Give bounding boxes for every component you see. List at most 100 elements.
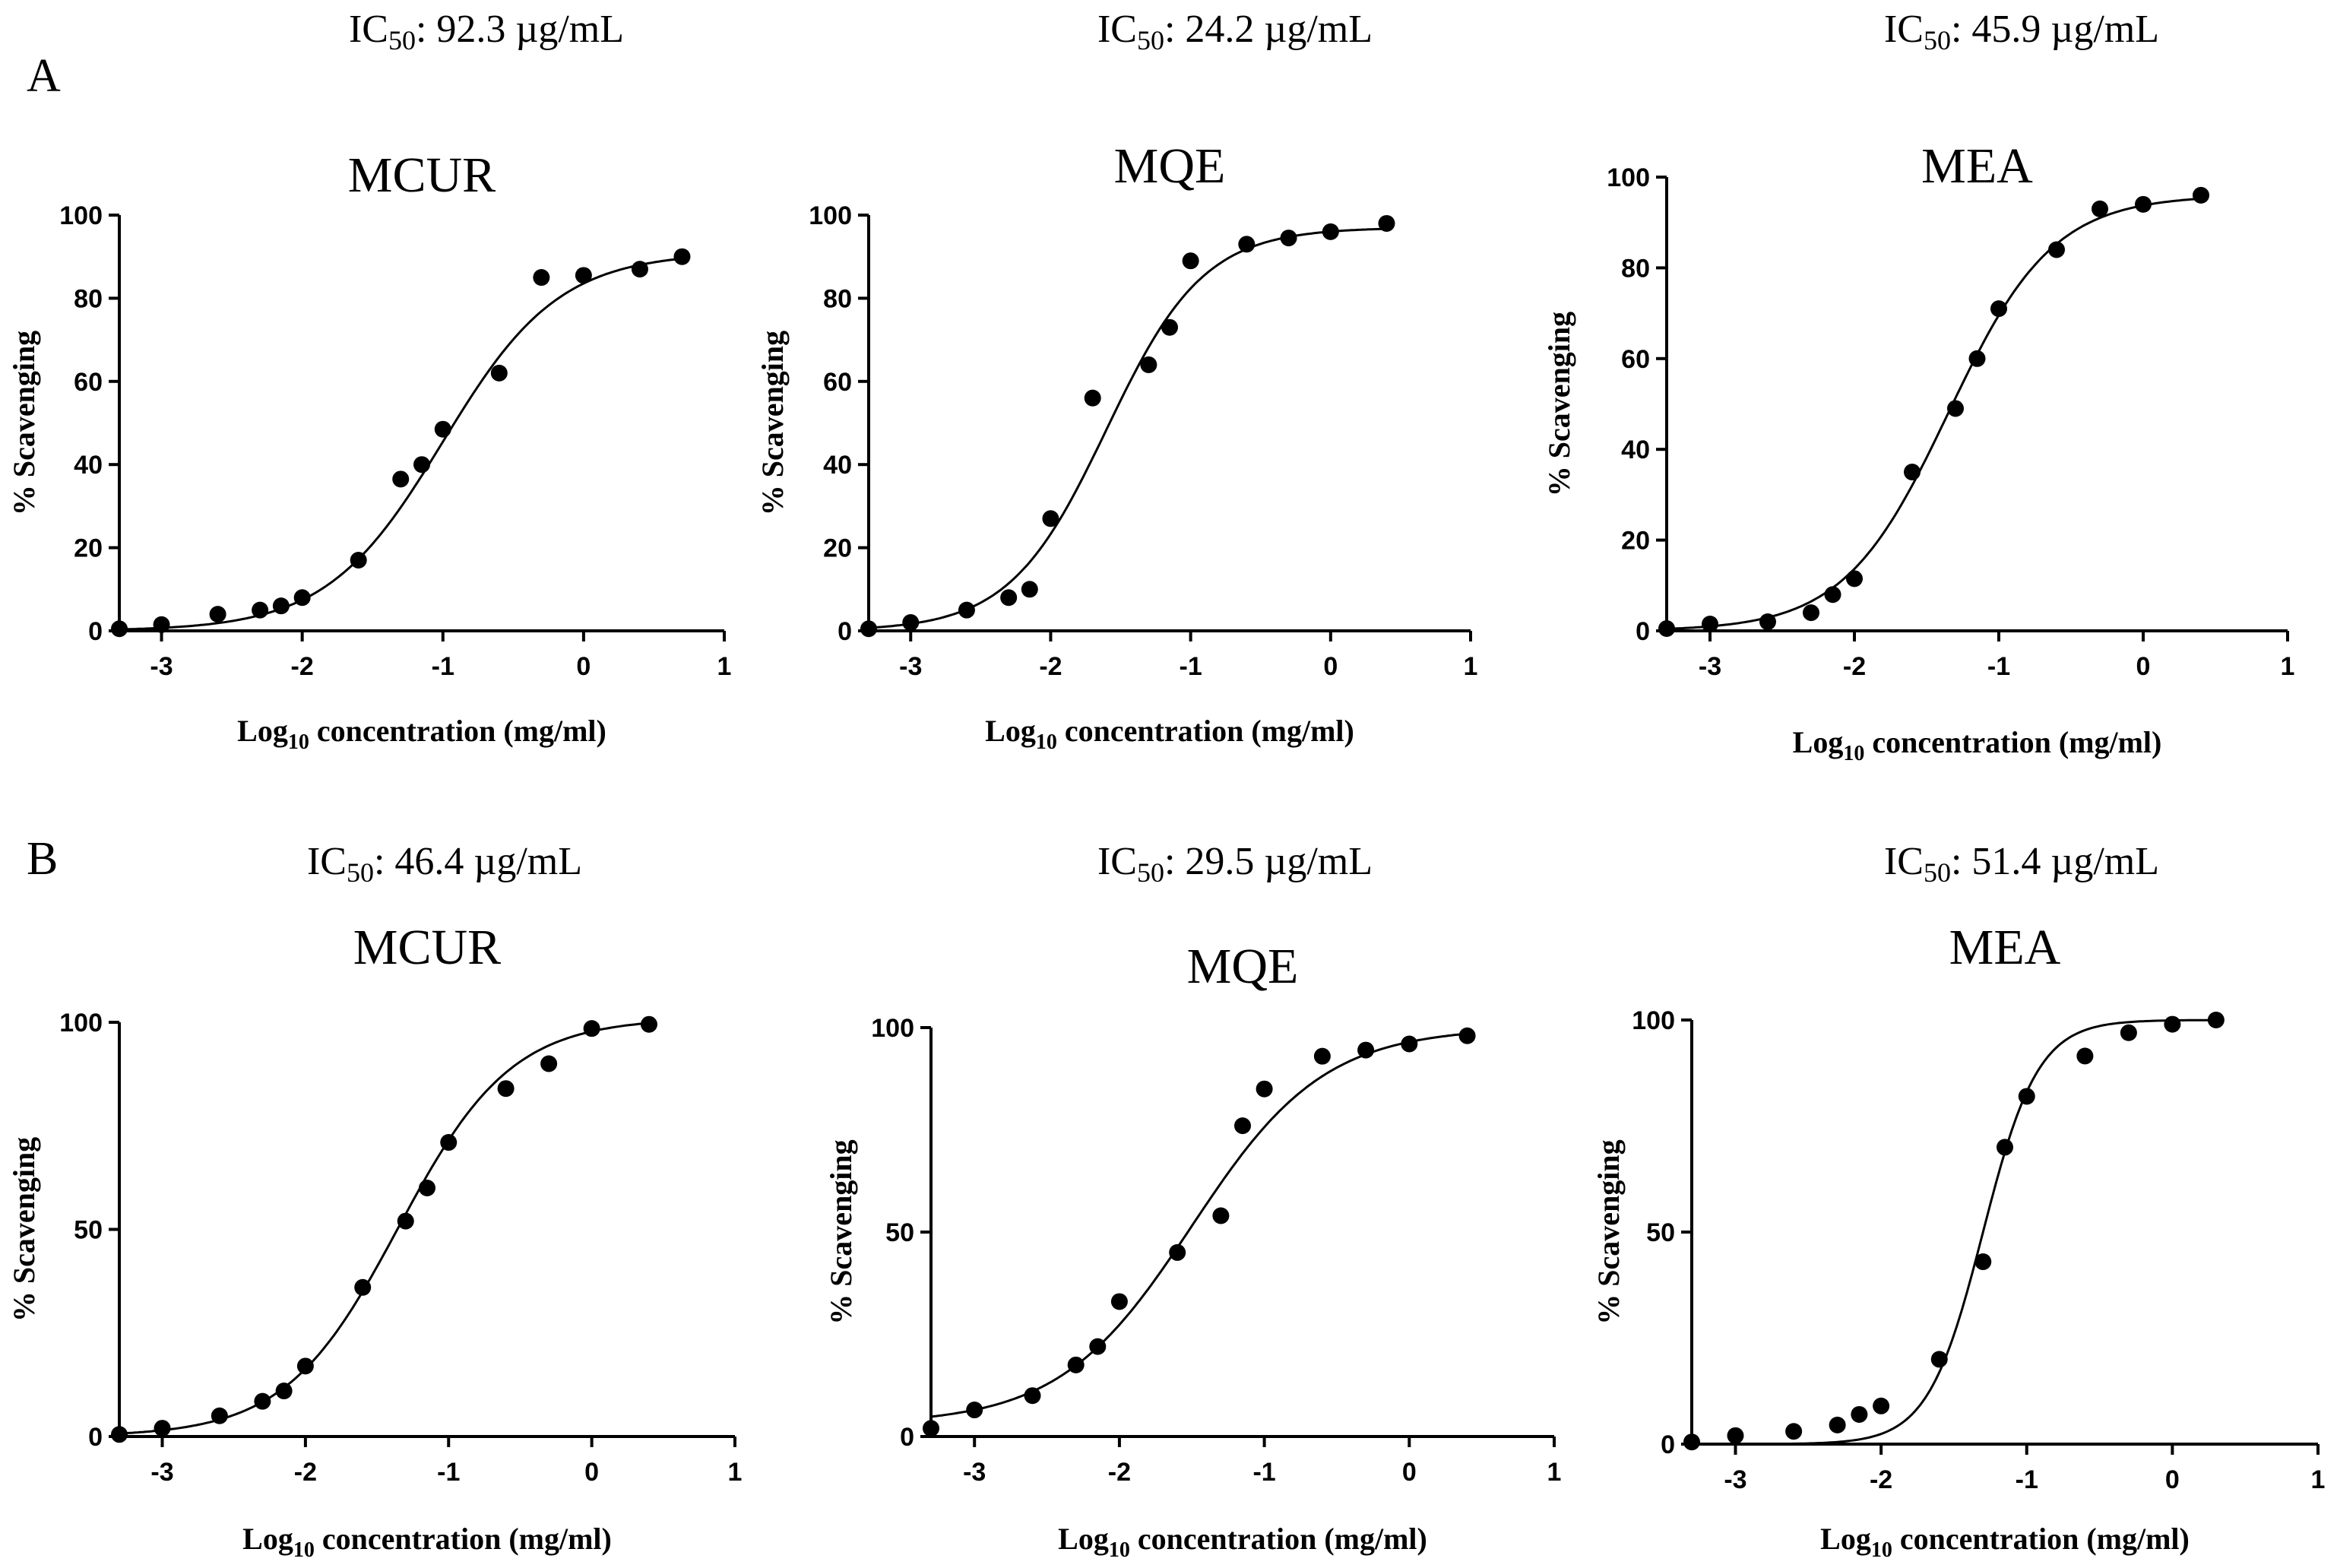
data-point <box>1401 1035 1418 1053</box>
x-axis-label-subscript: 10 <box>293 1538 315 1562</box>
y-tick-label: 100 <box>1607 163 1650 192</box>
x-axis-label-log: Log <box>1058 1522 1109 1556</box>
data-point <box>640 1015 657 1033</box>
y-tick-label: 60 <box>74 368 103 397</box>
chart-a-mcur: IC50: 92.3 µg/mL MCUR 0 20 40 60 80 100 -3 -2 -1 0 1… <box>7 8 731 754</box>
data-point <box>1357 1041 1375 1059</box>
data-point <box>1683 1433 1700 1451</box>
data-point <box>1000 589 1018 607</box>
data-point <box>540 1055 558 1072</box>
y-axis-label: % Scavenging <box>1542 312 1576 496</box>
x-tick-label: 0 <box>1402 1458 1417 1487</box>
y-tick-label: 40 <box>823 451 852 480</box>
data-point <box>209 606 226 623</box>
data-point <box>252 601 269 619</box>
x-tick-label: -3 <box>150 652 173 681</box>
x-axis-label-subscript: 10 <box>1843 742 1864 765</box>
fit-curve <box>119 257 682 631</box>
data-point <box>2048 241 2065 258</box>
chart-a-mea: IC50: 45.9 µg/mL MEA 0 20 40 60 80 100 -3 -2 -1 0 1 L… <box>1542 8 2294 765</box>
data-point <box>966 1402 983 1419</box>
ic50-label: IC50: 51.4 µg/mL <box>1884 840 2159 888</box>
x-axis-label-rest: concentration (mg/ml) <box>1057 714 1354 748</box>
data-point <box>1182 252 1199 270</box>
y-tick-label: 100 <box>59 201 103 230</box>
x-tick-label: -1 <box>1987 652 2010 681</box>
data-point <box>583 1020 600 1037</box>
y-tick-label: 0 <box>900 1423 914 1452</box>
data-point <box>2120 1024 2137 1041</box>
data-point <box>1727 1427 1744 1444</box>
data-point <box>211 1407 228 1424</box>
x-tick-label: 0 <box>1323 652 1338 681</box>
x-tick-label: -3 <box>963 1458 986 1487</box>
x-tick-label: -1 <box>1180 652 1202 681</box>
x-tick-label: 0 <box>2136 652 2151 681</box>
x-axis-label-subscript: 10 <box>1036 730 1057 754</box>
data-point <box>354 1278 372 1296</box>
data-point <box>1067 1356 1085 1373</box>
y-tick-label: 60 <box>1621 345 1650 374</box>
data-point <box>1803 604 1819 622</box>
data-point <box>1042 510 1059 527</box>
data-point <box>673 248 691 265</box>
ic50-label: IC50: 29.5 µg/mL <box>1097 840 1373 888</box>
data-point <box>254 1392 271 1410</box>
x-axis-label: Log10 concentration (mg/ml) <box>1793 725 2162 765</box>
data-point <box>275 1383 293 1400</box>
x-axis-label-log: Log <box>985 714 1036 748</box>
data-point <box>2076 1047 2094 1065</box>
y-tick-label: 100 <box>1632 1006 1675 1035</box>
data-point <box>1212 1207 1230 1224</box>
x-tick-label: 0 <box>2165 1465 2180 1494</box>
fit-curve <box>868 227 1387 629</box>
y-tick-label: 0 <box>838 617 852 646</box>
ic50-subscript: 50 <box>1137 25 1164 55</box>
data-point <box>293 589 311 607</box>
data-point <box>1846 570 1863 588</box>
ic50-label: IC50: 24.2 µg/mL <box>1097 8 1373 55</box>
fit-curve <box>930 1032 1468 1418</box>
fit-curve <box>1666 197 2202 630</box>
y-tick-label: 50 <box>74 1216 103 1245</box>
x-axis-label-log: Log <box>242 1522 293 1556</box>
ic50-prefix: IC <box>1884 8 1924 51</box>
x-tick-label: -1 <box>432 652 454 681</box>
x-tick-label: -1 <box>437 1458 460 1487</box>
ic50-value: : 29.5 µg/mL <box>1164 840 1373 883</box>
data-point <box>2207 1012 2225 1028</box>
data-point <box>1997 1139 2013 1156</box>
y-tick-label: 100 <box>871 1014 914 1043</box>
ic50-subscript: 50 <box>347 857 374 888</box>
chart-title: MEA <box>1921 138 2033 194</box>
y-axis-label: % Scavenging <box>755 331 790 515</box>
data-point <box>413 456 430 474</box>
data-point <box>1968 350 1986 367</box>
y-axis-label: % Scavenging <box>7 331 41 515</box>
y-tick-label: 0 <box>88 1423 103 1452</box>
data-point <box>958 601 975 619</box>
y-tick-label: 20 <box>823 534 852 563</box>
y-tick-label: 80 <box>1621 254 1650 283</box>
x-tick-label: 1 <box>2281 652 2295 681</box>
ic50-value: : 45.9 µg/mL <box>1951 8 2159 51</box>
data-point <box>1974 1253 1992 1271</box>
data-point <box>1140 356 1157 373</box>
data-point <box>154 1420 171 1437</box>
y-tick-label: 20 <box>1621 527 1650 556</box>
data-point <box>1378 214 1395 232</box>
x-axis-label-log: Log <box>1820 1522 1871 1556</box>
x-tick-label: 1 <box>2311 1465 2326 1494</box>
ic50-value: : 24.2 µg/mL <box>1164 8 1373 51</box>
y-tick-label: 100 <box>59 1009 103 1037</box>
x-axis-label: Log10 concentration (mg/ml) <box>237 714 606 754</box>
data-point <box>631 261 648 278</box>
ic50-prefix: IC <box>349 8 388 51</box>
y-tick-label: 40 <box>1621 436 1650 464</box>
x-axis-label-log: Log <box>1793 725 1844 759</box>
x-axis-label-rest: concentration (mg/ml) <box>315 1522 612 1556</box>
data-point <box>1824 586 1841 603</box>
y-tick-label: 80 <box>823 284 852 313</box>
ic50-prefix: IC <box>1097 840 1137 883</box>
